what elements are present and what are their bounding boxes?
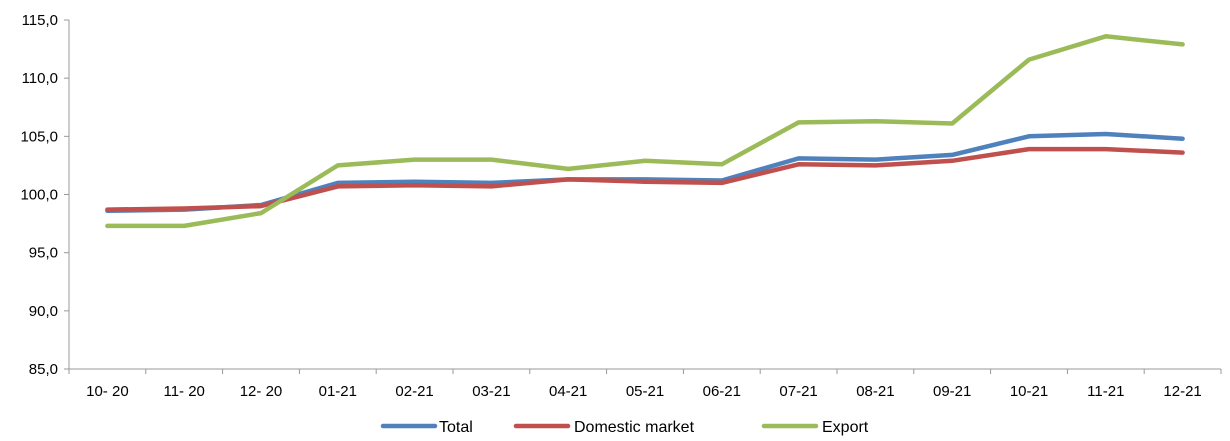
x-tick-label: 12-21 xyxy=(1163,383,1201,400)
x-tick-label: 05-21 xyxy=(626,383,664,400)
legend-label-export: Export xyxy=(822,419,869,436)
x-tick-label: 10- 20 xyxy=(86,383,129,400)
legend-label-domestic-market: Domestic market xyxy=(574,419,695,436)
x-tick-label: 11- 20 xyxy=(163,383,204,400)
x-tick-label: 12- 20 xyxy=(240,383,283,400)
x-tick-label: 03-21 xyxy=(472,383,510,400)
x-tick-label: 10-21 xyxy=(1010,383,1048,400)
y-tick-label: 90,0 xyxy=(29,303,58,320)
y-tick-label: 105,0 xyxy=(20,128,58,145)
legend-label-total: Total xyxy=(439,419,473,436)
x-tick-label: 01-21 xyxy=(319,383,357,400)
x-tick-label: 04-21 xyxy=(549,383,587,400)
y-tick-label: 115,0 xyxy=(22,12,58,29)
series-line-total xyxy=(105,131,1185,214)
x-tick-label: 08-21 xyxy=(856,383,894,400)
series-layer xyxy=(105,34,1185,229)
x-tick-label: 07-21 xyxy=(779,383,817,400)
x-tick-label: 06-21 xyxy=(703,383,741,400)
y-tick-label: 85,0 xyxy=(29,361,58,378)
x-axis-ticks: 10- 20 11- 20 12- 20 01-21 02-21 03-21 04-21 05… xyxy=(68,369,1222,400)
series-line-export xyxy=(105,34,1185,229)
x-tick-label: 09-21 xyxy=(933,383,971,400)
y-tick-label: 110,0 xyxy=(22,70,58,87)
y-tick-label: 100,0 xyxy=(20,187,58,204)
y-tick-label: 95,0 xyxy=(29,245,58,262)
x-tick-label: 02-21 xyxy=(395,383,433,400)
legend: Total Domestic market Export xyxy=(380,419,869,436)
x-tick-label: 11-21 xyxy=(1087,383,1124,400)
y-axis-ticks: 85,0 90,0 95,0 100,0 105,0 110,0 115,0 xyxy=(20,12,69,378)
